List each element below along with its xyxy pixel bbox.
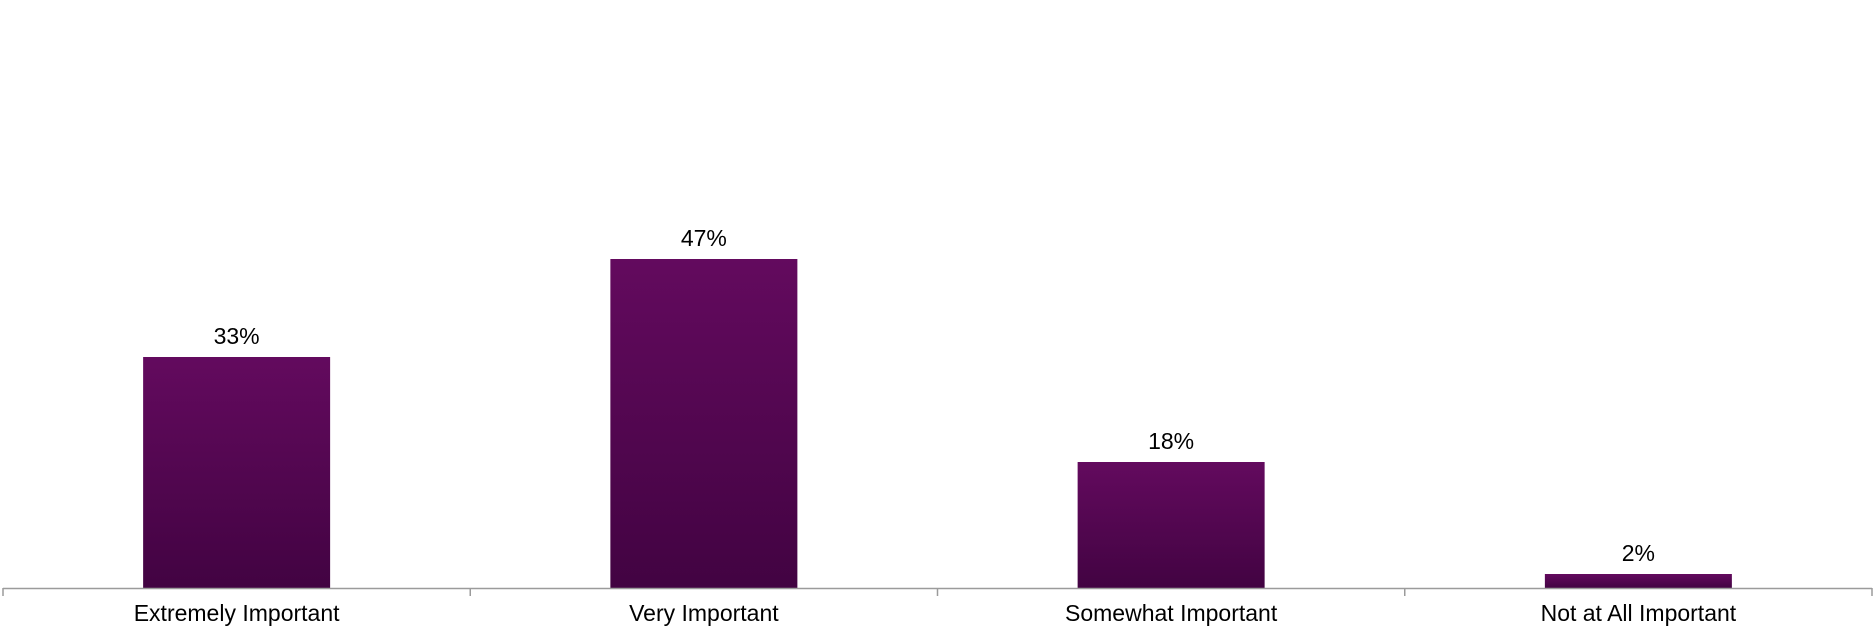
data-labels-group: 33% 47% 18% 2%	[214, 225, 1655, 566]
x-tick-label: Very Important	[629, 600, 779, 626]
bars-group	[143, 259, 1732, 588]
bar	[610, 259, 798, 588]
bar	[1077, 462, 1265, 588]
x-tick-label: Not at All Important	[1541, 600, 1737, 626]
bar	[1544, 574, 1732, 588]
bar-value-label: 47%	[681, 225, 727, 251]
bar-value-label: 33%	[214, 323, 260, 349]
x-tick-label: Somewhat Important	[1065, 600, 1278, 626]
bar-value-label: 2%	[1622, 540, 1655, 566]
x-tick-label: Extremely Important	[134, 600, 340, 626]
bar	[143, 357, 331, 588]
bar-value-label: 18%	[1148, 428, 1194, 454]
x-axis: Extremely Important Very Important Somewha…	[2, 587, 1873, 626]
